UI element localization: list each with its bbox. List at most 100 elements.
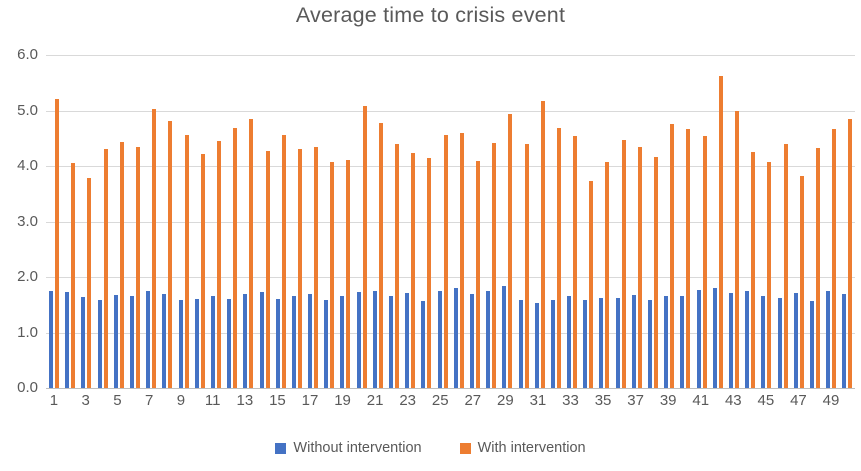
bar-group-20 [354,55,370,388]
bar-with-intervention-50 [848,119,853,388]
bar-with-intervention-47 [799,176,804,388]
x-tick-label: 35 [594,392,612,409]
bar-without-intervention-39 [664,295,669,388]
bar-with-intervention-10 [200,153,205,388]
bar-with-intervention-37 [637,146,642,388]
plot-area [46,55,855,389]
bar-with-intervention-40 [686,129,691,388]
bar-with-intervention-42 [718,76,723,388]
bar-group-44 [742,55,758,388]
bar-without-intervention-16 [291,295,296,388]
bar-with-intervention-49 [832,128,837,388]
bar-with-intervention-3 [87,178,92,388]
x-tick-label: 21 [366,392,384,409]
gridline [46,332,855,334]
x-tick-label [125,392,141,410]
bar-without-intervention-43 [728,292,733,388]
bar-without-intervention-31 [534,303,539,388]
bar-group-7 [143,55,159,388]
y-tick-label: 2.0 [17,268,38,285]
bar-with-intervention-44 [751,152,756,388]
legend-swatch-orange-icon [459,442,471,454]
x-tick-label: 5 [113,392,122,409]
bar-without-intervention-3 [81,296,86,388]
bar-group-35 [596,55,612,388]
bar-with-intervention-48 [815,147,820,388]
bar-without-intervention-18 [324,299,329,388]
x-tick-label [318,392,334,410]
bar-group-40 [677,55,693,388]
legend: Without intervention With intervention [0,440,861,456]
x-tick-label [157,392,173,410]
x-tick-label: 19 [334,392,351,409]
bar-group-33 [564,55,580,388]
x-tick-label [253,392,269,410]
bar-without-intervention-21 [372,291,377,388]
bar-group-37 [629,55,645,388]
x-tick-label [383,392,399,410]
x-tick-label [514,392,530,410]
bar-with-intervention-43 [734,110,739,388]
bar-with-intervention-24 [427,158,432,388]
bar-group-2 [62,55,78,388]
x-tick-label [579,392,595,410]
x-tick-label: 7 [145,392,154,409]
bar-group-46 [774,55,790,388]
legend-label: Without intervention [293,440,422,456]
x-tick-label: 29 [497,392,514,409]
bar-group-29 [499,55,515,388]
bar-group-47 [791,55,807,388]
y-tick-label: 4.0 [17,157,38,174]
bar-without-intervention-30 [518,300,523,388]
bar-with-intervention-36 [621,139,626,388]
bar-without-intervention-45 [761,296,766,388]
bar-with-intervention-23 [411,153,416,388]
bar-group-10 [192,55,208,388]
bar-without-intervention-50 [842,293,847,388]
bar-group-45 [758,55,774,388]
bar-group-48 [807,55,823,388]
bar-without-intervention-49 [826,291,831,388]
bar-with-intervention-6 [136,146,141,388]
bar-without-intervention-17 [308,293,313,388]
bar-group-50 [839,55,855,388]
gridline [46,221,855,223]
bar-with-intervention-8 [168,120,173,388]
bar-group-15 [273,55,289,388]
bar-without-intervention-22 [389,295,394,388]
x-tick-label [481,392,497,410]
x-axis-line [46,388,855,389]
bar-group-8 [159,55,175,388]
x-tick-label [709,392,725,410]
bar-with-intervention-5 [119,142,124,388]
bar-group-16 [289,55,305,388]
bar-without-intervention-26 [453,288,458,388]
bar-with-intervention-1 [55,99,60,388]
bar-group-32 [548,55,564,388]
bar-with-intervention-12 [233,128,238,388]
bar-group-42 [710,55,726,388]
bar-with-intervention-19 [346,160,351,388]
x-tick-label [62,392,78,410]
bar-with-intervention-33 [573,136,578,388]
bar-without-intervention-7 [146,291,151,388]
bar-group-39 [661,55,677,388]
bar-group-27 [467,55,483,388]
bar-group-17 [305,55,321,388]
x-tick-label [94,392,110,410]
bar-with-intervention-7 [152,108,157,388]
bar-with-intervention-15 [281,134,286,388]
bar-group-18 [321,55,337,388]
bar-without-intervention-11 [210,296,215,388]
chart-title: Average time to crisis event [295,3,566,27]
bar-with-intervention-13 [249,119,254,388]
bar-with-intervention-38 [654,156,659,388]
legend-item-without-intervention: Without intervention [275,440,422,456]
x-tick-label [774,392,790,410]
bar-without-intervention-38 [648,299,653,388]
bar-with-intervention-18 [330,161,335,388]
bar-with-intervention-25 [443,135,448,388]
x-tick-label: 3 [81,392,90,409]
x-tick-label [449,392,465,410]
bar-group-25 [435,55,451,388]
